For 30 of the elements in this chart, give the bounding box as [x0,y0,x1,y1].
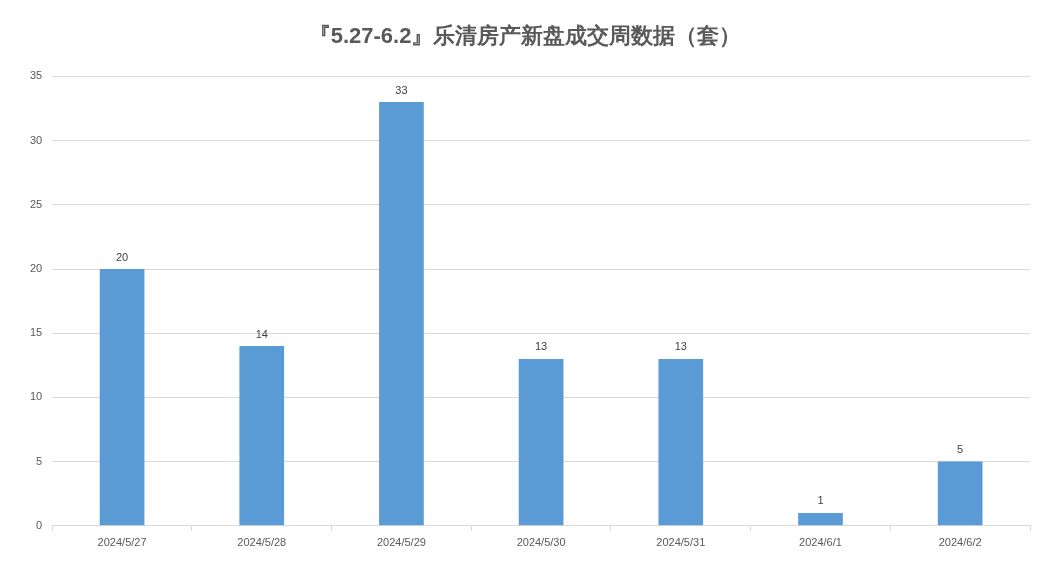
data-label: 1 [817,494,824,507]
y-tick-label: 10 [29,390,43,403]
data-label: 20 [115,250,129,263]
x-tick-label: 2024/5/28 [237,536,287,549]
data-label: 14 [255,327,268,340]
x-tick-label: 2024/5/31 [656,536,706,549]
y-tick-label: 15 [29,326,43,339]
bar [239,346,285,526]
chart-title: 『5.27-6.2』乐清房产新盘成交周数据（套） [308,23,742,49]
data-label: 5 [957,443,964,456]
bar [937,461,983,526]
data-label: 13 [534,340,548,353]
data-label: 13 [674,340,687,353]
x-tick-label: 2024/5/30 [516,536,566,549]
x-tick-label: 2024/5/29 [376,536,426,549]
bar [518,358,564,526]
bar [658,358,704,526]
data-label: 33 [395,83,408,96]
bar [798,512,843,526]
y-tick-label: 20 [29,262,43,275]
y-tick-label: 30 [29,133,43,146]
y-tick-label: 35 [29,69,43,82]
y-tick-label: 5 [36,454,43,467]
bar [379,102,424,526]
x-tick-label: 2024/5/27 [97,536,147,549]
y-tick-label: 25 [29,197,43,210]
x-tick-label: 2024/6/2 [938,536,982,549]
x-tick-label: 2024/6/1 [799,536,842,549]
y-tick-label: 0 [36,518,43,531]
bar [99,269,145,526]
